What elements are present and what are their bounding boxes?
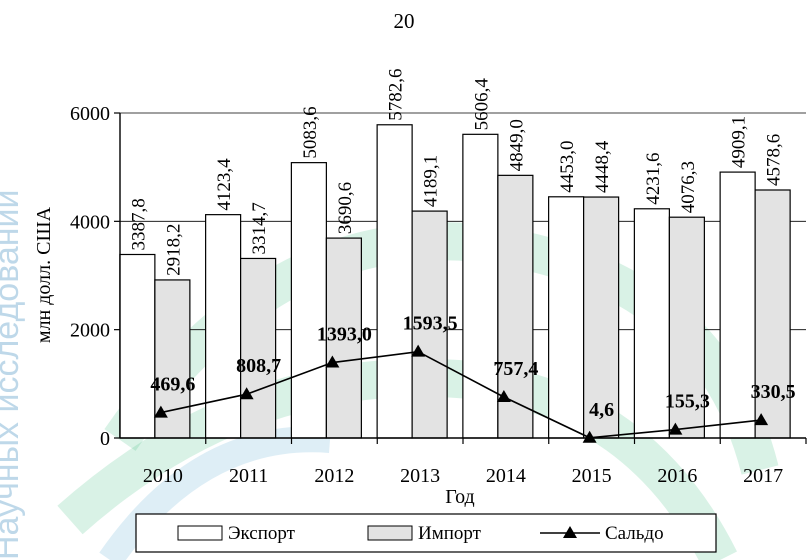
legend-saldo-marker [563, 526, 577, 538]
data-label-import: 2918,2 [163, 224, 184, 276]
saldo-polyline [160, 350, 762, 439]
data-label-export: 5782,6 [386, 69, 407, 121]
bar-import [411, 210, 448, 439]
data-label-export: 4909,1 [729, 116, 750, 168]
bar-import [583, 196, 620, 439]
page-number: 20 [394, 9, 415, 33]
saldo-marker [668, 422, 683, 435]
data-label-saldo: 469,6 [150, 374, 195, 396]
data-labels: 3387,8 2918,2 4123,4 3314,7 5083,6 3690,6 5782… [128, 69, 795, 421]
bar-export [719, 171, 756, 439]
legend-box [135, 513, 717, 553]
bar-export [548, 196, 585, 439]
saldo-marker [411, 344, 426, 357]
data-label-export: 5606,4 [471, 78, 492, 131]
legend: Экспорт Импорт Сальдо [135, 513, 717, 553]
data-label-import: 4189,1 [421, 155, 442, 207]
legend-saldo-label: Сальдо [605, 523, 664, 544]
data-label-import: 4076,3 [678, 161, 699, 213]
legend-import-swatch [367, 525, 413, 541]
data-label-saldo: 4,6 [589, 399, 614, 421]
data-label-saldo: 330,5 [751, 381, 796, 403]
x-tick-label: 2016 [657, 465, 697, 487]
y-tick-label: 4000 [70, 211, 110, 233]
bar-import [754, 189, 791, 439]
saldo-marker [153, 405, 168, 418]
data-label-saldo: 1593,5 [403, 313, 458, 335]
x-tick-label: 2010 [143, 465, 183, 487]
x-axis-label: Год [445, 486, 474, 508]
data-label-export: 3387,8 [128, 198, 149, 250]
saldo-marker [582, 430, 597, 443]
data-label-import: 3690,6 [335, 182, 356, 234]
saldo-marker [496, 389, 511, 402]
data-label-saldo: 1393,0 [317, 324, 372, 346]
y-axis-label: млн долл. США [33, 206, 55, 343]
y-tick-label: 6000 [70, 103, 110, 125]
x-tick-label: 2013 [400, 465, 440, 487]
data-label-import: 4849,0 [506, 119, 527, 171]
watermark-text: Научных исследований [0, 189, 26, 560]
data-label-saldo: 757,4 [493, 358, 538, 380]
axes [114, 112, 807, 444]
x-tick-label: 2015 [572, 465, 612, 487]
bar-export [633, 208, 670, 439]
legend-import-label: Импорт [418, 523, 482, 544]
data-label-export: 4231,6 [643, 153, 664, 205]
x-tick-label: 2012 [314, 465, 354, 487]
data-label-saldo: 155,3 [665, 391, 710, 413]
bar-export [290, 162, 327, 439]
saldo-marker [325, 355, 340, 368]
bar-export [376, 124, 413, 439]
legend-export-swatch [177, 525, 223, 541]
saldo-marker [239, 387, 254, 400]
data-label-import: 4448,4 [592, 140, 613, 193]
tick-labels: 0 2000 4000 6000 2010 2011 2012 2013 2014 2015 201… [70, 103, 783, 487]
saldo-marker [754, 413, 769, 426]
bar-export [205, 214, 242, 439]
data-label-export: 4453,0 [557, 141, 578, 193]
data-label-export: 5083,6 [300, 106, 321, 158]
data-label-saldo: 808,7 [236, 355, 281, 377]
data-label-import: 3314,7 [249, 202, 270, 254]
bar-export [119, 253, 156, 439]
bar-import [668, 216, 705, 439]
y-tick-label: 2000 [70, 320, 110, 342]
x-tick-label: 2011 [229, 465, 268, 487]
bar-export [462, 133, 499, 439]
legend-export-label: Экспорт [228, 523, 296, 544]
x-tick-label: 2017 [743, 465, 783, 487]
saldo-line [153, 344, 769, 443]
bar-import [240, 257, 277, 439]
bars [119, 124, 791, 439]
data-label-export: 4123,4 [214, 158, 235, 211]
data-label-import: 4578,6 [764, 134, 785, 186]
bar-import [325, 237, 362, 439]
y-tick-label: 0 [100, 428, 110, 450]
x-tick-label: 2014 [486, 465, 526, 487]
